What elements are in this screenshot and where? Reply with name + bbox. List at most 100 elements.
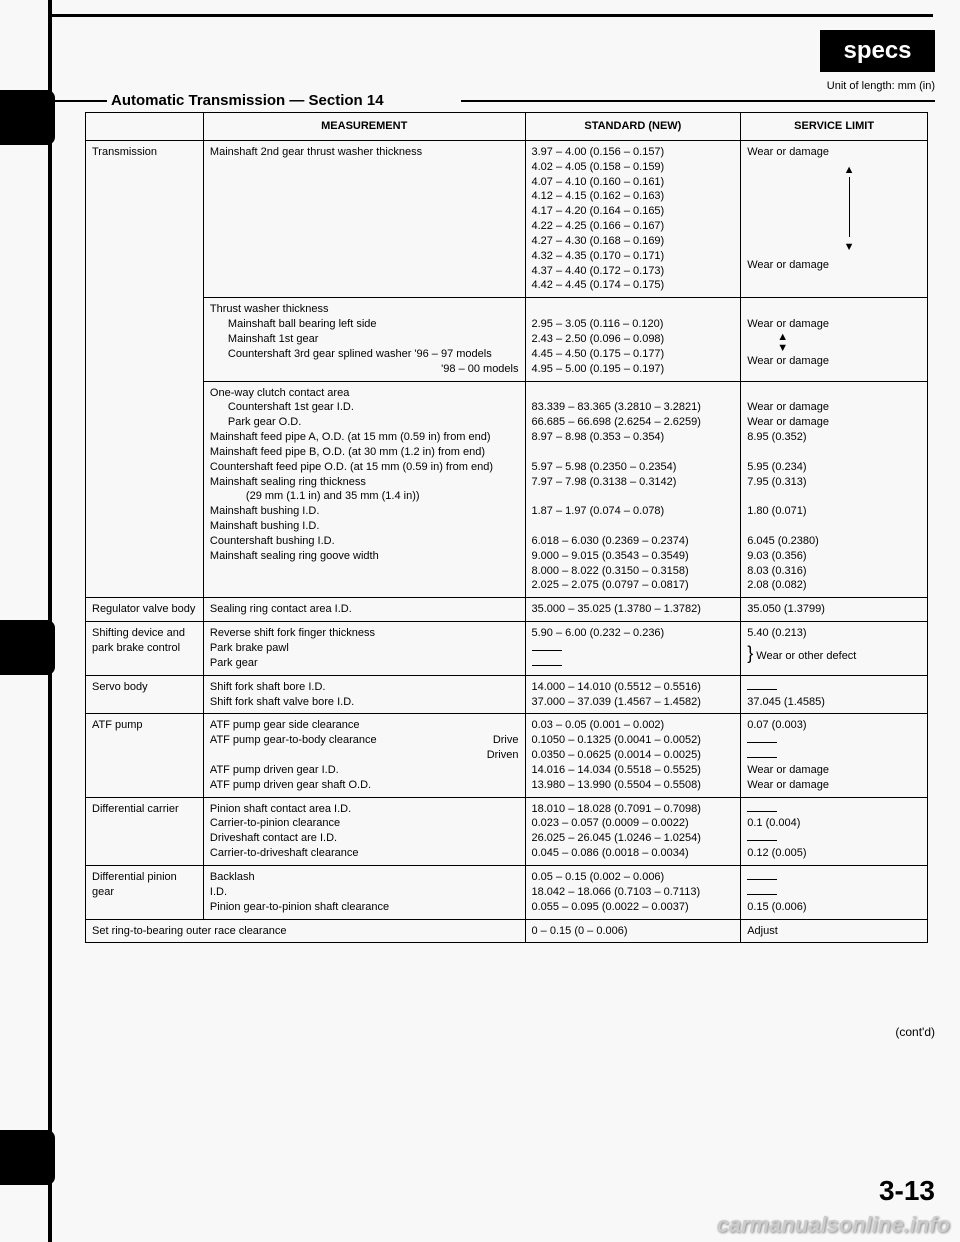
cell-text: 18.042 – 18.066 (0.7103 – 0.7113) [532,886,701,898]
cell-text: 0.1050 – 0.1325 (0.0041 – 0.0052) [532,734,701,746]
header-standard: STANDARD (NEW) [525,113,741,141]
header-component [86,113,204,141]
limit-diffpinion: 0.15 (0.006) [741,865,928,919]
cell-text: 4.02 – 4.05 (0.158 – 0.159) [532,161,665,173]
cell-text: 3.97 – 4.00 (0.156 – 0.157) [532,146,665,158]
limit-diffcarrier: 0.1 (0.004) 0.12 (0.005) [741,797,928,865]
cell-text: 9.000 – 9.015 (0.3543 – 0.3549) [532,550,689,562]
cell-text: 1.80 (0.071) [747,505,806,517]
meas-shifting: Reverse shift fork finger thickness Park… [203,622,525,676]
meas-regulator: Sealing ring contact area I.D. [203,598,525,622]
cell-text: 5.97 – 5.98 (0.2350 – 0.2354) [532,461,677,473]
limit-setring: Adjust [741,919,928,943]
cell-text: ATF pump gear side clearance [210,719,360,731]
limit-oneway: Wear or damage Wear or damage 8.95 (0.35… [741,381,928,598]
limit-servo: 37.045 (1.4585) [741,675,928,714]
cell-text: 4.22 – 4.25 (0.166 – 0.167) [532,220,665,232]
cell-text: Driven [487,748,519,763]
header-limit: SERVICE LIMIT [741,113,928,141]
cell-text: 0.055 – 0.095 (0.0022 – 0.0037) [532,901,689,913]
meas-mainshaft-2nd: Mainshaft 2nd gear thrust washer thickne… [203,140,525,297]
limit-regulator: 35.050 (1.3799) [741,598,928,622]
cell-text: Wear or damage [747,259,829,271]
binding-line-top [48,14,933,17]
cell-text: 26.025 – 26.045 (1.0246 – 1.0254) [532,832,701,844]
cell-text: 18.010 – 18.028 (0.7091 – 0.7098) [532,803,701,815]
cell-text: 4.37 – 4.40 (0.172 – 0.173) [532,265,665,277]
cell-text: Drive [493,733,519,748]
cell-text: Mainshaft sealing ring goove width [210,550,379,562]
cell-text: 4.42 – 4.45 (0.174 – 0.175) [532,279,665,291]
cell-text: 7.95 (0.313) [747,476,806,488]
cell-text: Wear or damage [747,401,829,413]
limit-atf: 0.07 (0.003) Wear or damage Wear or dama… [741,714,928,797]
cell-text: 13.980 – 13.990 (0.5504 – 0.5508) [532,779,701,791]
cell-text: 2.025 – 2.075 (0.0797 – 0.0817) [532,579,689,591]
cell-text: 4.95 – 5.00 (0.195 – 0.197) [532,363,665,375]
std-oneway: 83.339 – 83.365 (3.2810 – 3.2821) 66.685… [525,381,741,598]
std-diffpinion: 0.05 – 0.15 (0.002 – 0.006) 18.042 – 18.… [525,865,741,919]
cell-text: 4.07 – 4.10 (0.160 – 0.161) [532,176,665,188]
side-tab-2 [0,620,55,675]
arrow-up-icon: ▲ [844,164,855,176]
cell-text: Wear or damage [747,318,829,330]
cell-text: Mainshaft bushing I.D. [210,520,319,532]
cell-text: 5.40 (0.213) [747,627,806,639]
std-atf: 0.03 – 0.05 (0.001 – 0.002) 0.1050 – 0.1… [525,714,741,797]
cell-text: 83.339 – 83.365 (3.2810 – 3.2821) [532,401,701,413]
dash-icon [532,665,562,666]
cell-text: 14.016 – 14.034 (0.5518 – 0.5525) [532,764,701,776]
section-title: Automatic Transmission — Section 14 [111,92,384,109]
cell-text: Wear or damage [747,146,829,158]
std-setring: 0 – 0.15 (0 – 0.006) [525,919,741,943]
cell-text: Park gear [210,657,258,669]
dash-icon [747,742,777,743]
cell-text: 0.05 – 0.15 (0.002 – 0.006) [532,871,665,883]
meas-oneway: One-way clutch contact area Countershaft… [203,381,525,598]
dash-icon [747,879,777,880]
cell-text: Reverse shift fork finger thickness [210,627,375,639]
cell-text: 0.023 – 0.057 (0.0009 – 0.0022) [532,817,689,829]
component-regulator: Regulator valve body [86,598,204,622]
cell-text: Pinion gear-to-pinion shaft clearance [210,901,389,913]
std-shifting: 5.90 – 6.00 (0.232 – 0.236) [525,622,741,676]
cell-text: 4.45 – 4.50 (0.175 – 0.177) [532,348,665,360]
cell-text: (29 mm (1.1 in) and 35 mm (1.4 in)) [210,489,519,504]
cell-text: Thrust washer thickness [210,303,329,315]
cell-text: Wear or damage [747,764,829,776]
cell-text: Park gear O.D. [210,415,519,430]
limit-thrust-washer: Wear or damage ▲ ▼ Wear or damage [741,298,928,381]
contd-label: (cont'd) [895,1025,935,1039]
watermark: carmanualsonline.info [717,1212,951,1238]
cell-text: Countershaft feed pipe O.D. (at 15 mm (0… [210,461,493,473]
cell-text: 4.12 – 4.15 (0.162 – 0.163) [532,190,665,202]
component-servo: Servo body [86,675,204,714]
cell-text: Carrier-to-driveshaft clearance [210,847,359,859]
cell-text: Shift fork shaft valve bore I.D. [210,696,354,708]
cell-text: Park brake pawl [210,642,289,654]
cell-text: 0.1 (0.004) [747,817,800,829]
dash-icon [747,894,777,895]
cell-text: 9.03 (0.356) [747,550,806,562]
cell-text: Mainshaft feed pipe A, O.D. (at 15 mm (0… [210,431,491,443]
cell-text: 8.95 (0.352) [747,431,806,443]
cell-text: 2.43 – 2.50 (0.096 – 0.098) [532,333,665,345]
component-diffpinion: Differential pinion gear [86,865,204,919]
cell-text: Shift fork shaft bore I.D. [210,681,326,693]
side-tab-3 [0,1130,55,1185]
dash-icon [747,757,777,758]
meas-thrust-washer: Thrust washer thickness Mainshaft ball b… [203,298,525,381]
cell-text: 5.90 – 6.00 (0.232 – 0.236) [532,627,665,639]
cell-text: Mainshaft feed pipe B, O.D. (at 30 mm (1… [210,446,485,458]
cell-text: Countershaft 1st gear I.D. [210,400,519,415]
cell-text: ATF pump gear-to-body clearance [210,734,377,746]
cell-text: 4.27 – 4.30 (0.168 – 0.169) [532,235,665,247]
std-diffcarrier: 18.010 – 18.028 (0.7091 – 0.7098) 0.023 … [525,797,741,865]
std-servo: 14.000 – 14.010 (0.5512 – 0.5516) 37.000… [525,675,741,714]
cell-text: Pinion shaft contact area I.D. [210,803,351,815]
meas-diffcarrier: Pinion shaft contact area I.D. Carrier-t… [203,797,525,865]
cell-text: '98 – 00 models [210,362,519,377]
std-thrust-washer: 2.95 – 3.05 (0.116 – 0.120) 2.43 – 2.50 … [525,298,741,381]
side-tabs [0,0,55,1242]
component-atf: ATF pump [86,714,204,797]
